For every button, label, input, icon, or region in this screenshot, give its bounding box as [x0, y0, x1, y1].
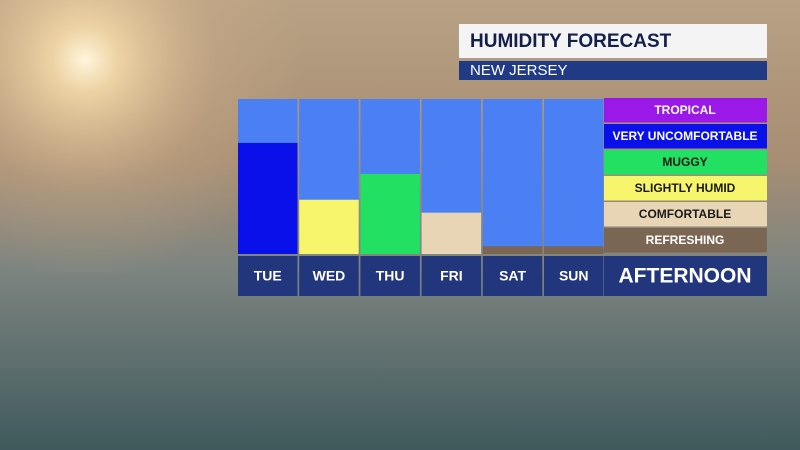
x-tick-label: TUE — [254, 268, 282, 284]
bar — [238, 142, 298, 254]
x-label: AFTERNOON — [619, 265, 752, 288]
column-background — [482, 99, 543, 254]
day-box — [544, 256, 604, 296]
day-box — [421, 256, 482, 296]
x-tick-label: FRI — [440, 268, 463, 284]
bar — [482, 246, 543, 254]
day-box — [360, 256, 420, 296]
legend-label: TROPICAL — [654, 103, 715, 117]
bar — [299, 199, 359, 254]
legend-label: COMFORTABLE — [639, 207, 731, 221]
legend-label: VERY UNCOMFORTABLE — [612, 129, 757, 143]
legend-swatch — [604, 228, 767, 253]
bar — [544, 246, 604, 254]
subtitle-box — [459, 61, 767, 80]
legend-label: REFRESHING — [646, 233, 725, 247]
legend-label: SLIGHTLY HUMID — [635, 181, 736, 195]
x-tick-label: THU — [376, 268, 405, 284]
x-label-box — [604, 256, 767, 296]
subtitle: NEW JERSEY — [470, 62, 568, 79]
legend-swatch — [604, 150, 767, 175]
day-box — [482, 256, 543, 296]
column-background — [544, 99, 604, 254]
day-box — [299, 256, 359, 296]
x-tick-label: SAT — [499, 268, 526, 284]
title: HUMIDITY FORECAST — [470, 31, 672, 52]
legend-label: MUGGY — [662, 155, 707, 169]
x-tick-label: SUN — [559, 268, 589, 284]
legend-swatch — [604, 176, 767, 201]
bar — [360, 173, 420, 254]
legend-swatch — [604, 98, 767, 123]
x-tick-label: WED — [313, 268, 346, 284]
day-box — [238, 256, 298, 296]
title-box — [459, 24, 767, 58]
legend-swatch — [604, 202, 767, 227]
legend-swatch — [604, 124, 767, 149]
bar — [421, 212, 482, 254]
